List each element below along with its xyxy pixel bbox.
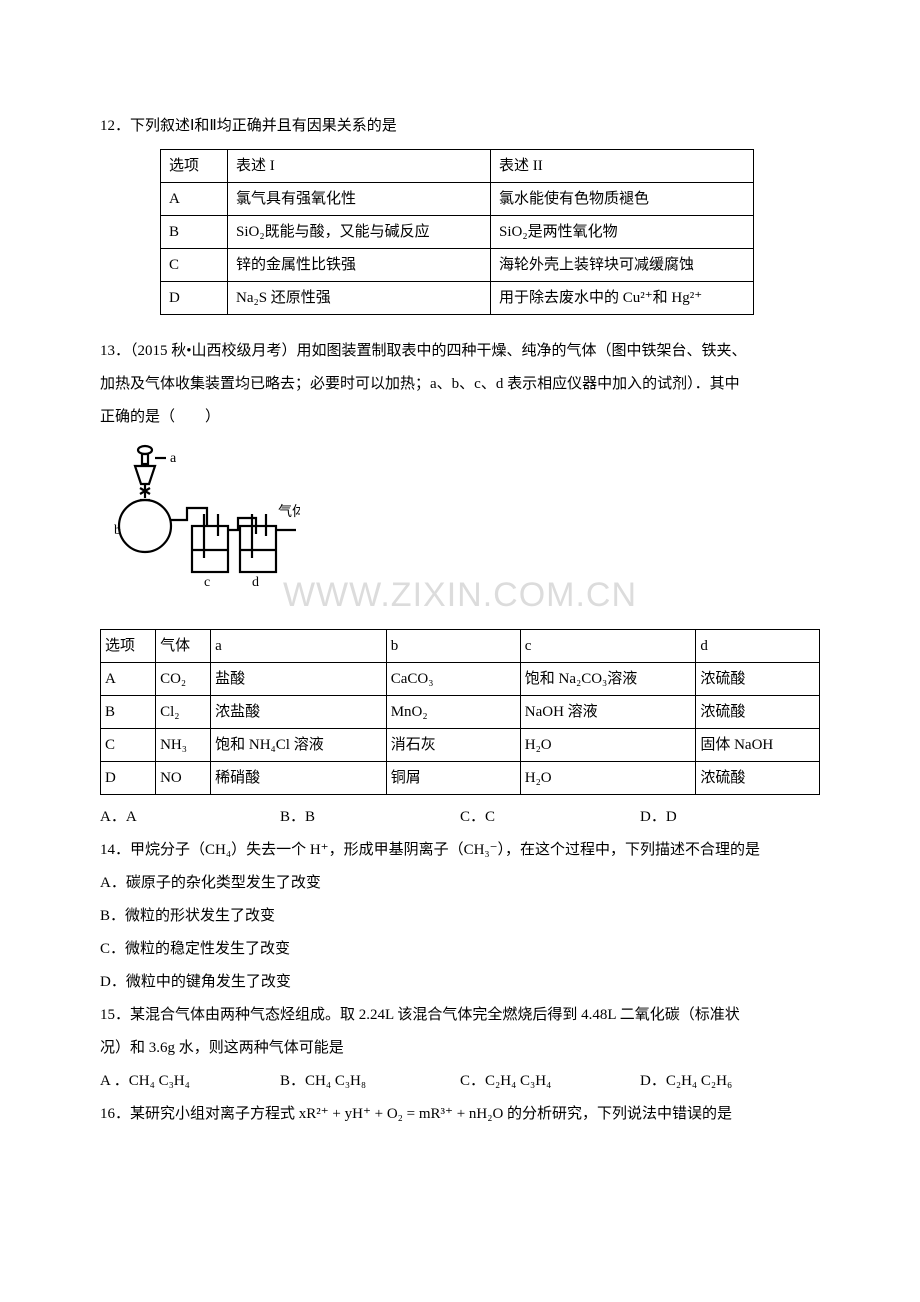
- cell: 浓硫酸: [696, 761, 820, 794]
- spacer: [100, 321, 820, 335]
- cell: 气体: [156, 629, 211, 662]
- table-row: 选项 气体 a b c d: [101, 629, 820, 662]
- option-b: B．B: [280, 801, 460, 834]
- cell: 锌的金属性比铁强: [228, 249, 491, 282]
- table-row: D NO 稀硝酸 铜屑 H₂O 浓硫酸: [101, 761, 820, 794]
- q13-table: 选项 气体 a b c d A CO₂ 盐酸 CaCO₃ 饱和 Na₂CO₃溶液…: [100, 629, 820, 795]
- cell: 稀硝酸: [211, 761, 387, 794]
- q15-stem-2: 况）和 3.6g 水，则这两种气体可能是: [100, 1032, 820, 1065]
- gas-label: 气体: [278, 504, 300, 520]
- cell: SiO₂是两性氧化物: [491, 216, 754, 249]
- cell: 盐酸: [211, 662, 387, 695]
- watermark: WWW.ZIXIN.COM.CN: [100, 558, 820, 633]
- cell: D: [101, 761, 156, 794]
- table-row: B SiO₂既能与酸，又能与碱反应 SiO₂是两性氧化物: [161, 216, 754, 249]
- cell: C: [161, 249, 228, 282]
- q14-a: A．碳原子的杂化类型发生了改变: [100, 867, 820, 900]
- q15-options: A ．CH₄ C₃H₄ B．CH₄ C₃H₈ C．C₂H₄ C₃H₄ D．C₂H…: [100, 1065, 820, 1098]
- q13-stem-1: 13．（2015 秋•山西校级月考）用如图装置制取表中的四种干燥、纯净的气体（图…: [100, 335, 820, 368]
- option-a: A．A: [100, 801, 280, 834]
- cell: 表述 II: [491, 150, 754, 183]
- option-d: D．C₂H₄ C₂H₆: [640, 1065, 820, 1098]
- option-c: C．C: [460, 801, 640, 834]
- cell: 选项: [101, 629, 156, 662]
- table-row: A CO₂ 盐酸 CaCO₃ 饱和 Na₂CO₃溶液 浓硫酸: [101, 662, 820, 695]
- cell: NaOH 溶液: [520, 695, 696, 728]
- cell: MnO₂: [386, 695, 520, 728]
- svg-text:a: a: [170, 451, 177, 466]
- q13-stem-3: 正确的是（ ）: [100, 401, 820, 434]
- cell: H₂O: [520, 728, 696, 761]
- cell: 消石灰: [386, 728, 520, 761]
- cell: 浓盐酸: [211, 695, 387, 728]
- table-row: B Cl₂ 浓盐酸 MnO₂ NaOH 溶液 浓硫酸: [101, 695, 820, 728]
- cell: 浓硫酸: [696, 695, 820, 728]
- cell: 用于除去废水中的 Cu²⁺和 Hg²⁺: [491, 282, 754, 315]
- cell: 海轮外壳上装锌块可减缓腐蚀: [491, 249, 754, 282]
- q13-options: A．A B．B C．C D．D: [100, 801, 820, 834]
- option-b: B．CH₄ C₃H₈: [280, 1065, 460, 1098]
- cell: B: [161, 216, 228, 249]
- q14-d: D．微粒中的键角发生了改变: [100, 966, 820, 999]
- cell: d: [696, 629, 820, 662]
- cell: 氯水能使有色物质褪色: [491, 183, 754, 216]
- table-row: A 氯气具有强氧化性 氯水能使有色物质褪色: [161, 183, 754, 216]
- q14-b: B．微粒的形状发生了改变: [100, 900, 820, 933]
- cell: CaCO₃: [386, 662, 520, 695]
- page: 12．下列叙述Ⅰ和Ⅱ均正确并且有因果关系的是 选项 表述 I 表述 II A 氯…: [0, 0, 920, 1211]
- cell: c: [520, 629, 696, 662]
- q13-stem-2: 加热及气体收集装置均已略去；必要时可以加热；a、b、c、d 表示相应仪器中加入的…: [100, 368, 820, 401]
- cell: B: [101, 695, 156, 728]
- cell: Na₂S 还原性强: [228, 282, 491, 315]
- cell: D: [161, 282, 228, 315]
- cell: A: [101, 662, 156, 695]
- table-row: D Na₂S 还原性强 用于除去废水中的 Cu²⁺和 Hg²⁺: [161, 282, 754, 315]
- option-d: D．D: [640, 801, 820, 834]
- cell: A: [161, 183, 228, 216]
- cell: 浓硫酸: [696, 662, 820, 695]
- cell: SiO₂既能与酸，又能与碱反应: [228, 216, 491, 249]
- option-c: C．C₂H₄ C₃H₄: [460, 1065, 640, 1098]
- q14-c: C．微粒的稳定性发生了改变: [100, 933, 820, 966]
- cell: 氯气具有强氧化性: [228, 183, 491, 216]
- cell: 铜屑: [386, 761, 520, 794]
- svg-text:b: b: [114, 523, 121, 538]
- table-row: 选项 表述 I 表述 II: [161, 150, 754, 183]
- q14-stem: 14．甲烷分子（CH₄）失去一个 H⁺，形成甲基阴离子（CH₃⁻），在这个过程中…: [100, 834, 820, 867]
- table-row: C NH₃ 饱和 NH₄Cl 溶液 消石灰 H₂O 固体 NaOH: [101, 728, 820, 761]
- cell: 饱和 Na₂CO₃溶液: [520, 662, 696, 695]
- cell: H₂O: [520, 761, 696, 794]
- cell: 饱和 NH₄Cl 溶液: [211, 728, 387, 761]
- cell: Cl₂: [156, 695, 211, 728]
- cell: a: [211, 629, 387, 662]
- q16-stem: 16．某研究小组对离子方程式 xR²⁺ + yH⁺ + O₂ = mR³⁺ + …: [100, 1098, 820, 1131]
- cell: 固体 NaOH: [696, 728, 820, 761]
- cell: b: [386, 629, 520, 662]
- q12-table: 选项 表述 I 表述 II A 氯气具有强氧化性 氯水能使有色物质褪色 B Si…: [160, 149, 754, 315]
- cell: C: [101, 728, 156, 761]
- cell: CO₂: [156, 662, 211, 695]
- cell: NH₃: [156, 728, 211, 761]
- cell: 选项: [161, 150, 228, 183]
- cell: 表述 I: [228, 150, 491, 183]
- q12-stem: 12．下列叙述Ⅰ和Ⅱ均正确并且有因果关系的是: [100, 110, 820, 143]
- option-a: A ．CH₄ C₃H₄: [100, 1065, 280, 1098]
- cell: NO: [156, 761, 211, 794]
- table-row: C 锌的金属性比铁强 海轮外壳上装锌块可减缓腐蚀: [161, 249, 754, 282]
- q15-stem-1: 15．某混合气体由两种气态烃组成。取 2.24L 该混合气体完全燃烧后得到 4.…: [100, 999, 820, 1032]
